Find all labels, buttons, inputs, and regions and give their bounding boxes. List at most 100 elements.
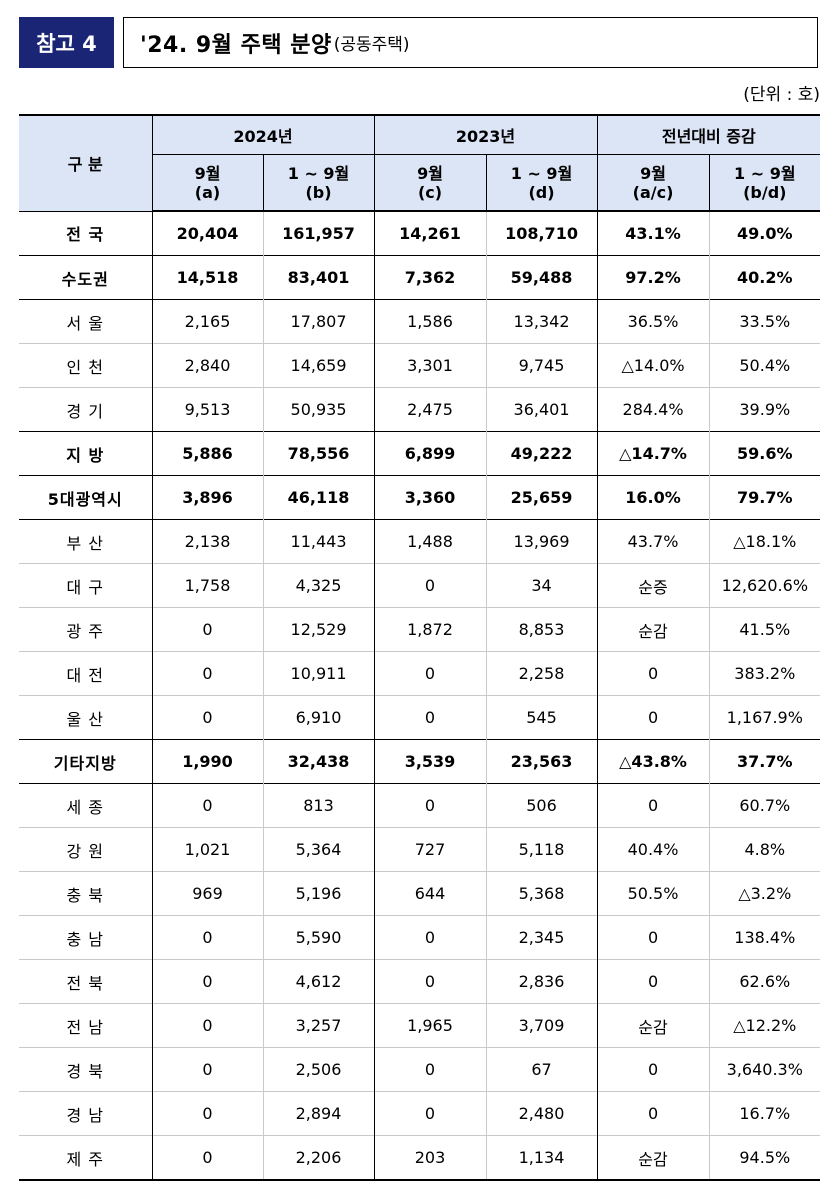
table-cell: 43.1% <box>596 211 710 256</box>
column-header: 1 ~ 9월 (b/d) <box>708 154 821 212</box>
table-cell: 79.7% <box>708 475 821 520</box>
table-cell: 7,362 <box>373 255 487 300</box>
table-cell: 2,840 <box>151 343 263 388</box>
table-cell: 0 <box>373 651 487 696</box>
region-name: 경 기 <box>19 387 152 432</box>
table-cell: 0 <box>596 783 710 828</box>
region-name: 충 북 <box>19 871 152 916</box>
table-cell: 3,709 <box>485 1003 598 1048</box>
table-cell: 1,488 <box>373 519 487 564</box>
table-row: 강 원 1,021 5,364 727 5,118 40.4% 4.8% <box>19 827 821 872</box>
table-cell: 39.9% <box>708 387 821 432</box>
table-cell: 1,965 <box>373 1003 487 1048</box>
table-cell: 40.4% <box>596 827 710 872</box>
table-row: 충 북 969 5,196 644 5,368 50.5% △3.2% <box>19 871 821 916</box>
table-cell: 2,258 <box>485 651 598 696</box>
region-name: 강 원 <box>19 827 152 872</box>
table-cell: 2,206 <box>262 1135 375 1180</box>
housing-sales-table: 구 분 2024년 2023년 전년대비 증감 9월 (a) 1 ~ 9월 (b) 9월… <box>19 114 821 1181</box>
table-cell: 14,518 <box>151 255 263 300</box>
table-row: 5대광역시 3,896 46,118 3,360 25,659 16.0% 79.7% <box>19 475 821 520</box>
table-cell: 8,853 <box>485 607 598 652</box>
table-cell: 순증 <box>596 563 710 608</box>
table-cell: △14.0% <box>596 343 710 388</box>
column-header-label: 9월 <box>194 163 221 183</box>
table-cell: 0 <box>151 1047 263 1092</box>
column-header-code: (a) <box>194 182 221 202</box>
table-cell: 41.5% <box>708 607 821 652</box>
table-cell: 2,836 <box>485 959 598 1004</box>
table-row: 세 종 0 813 0 506 0 60.7% <box>19 783 821 828</box>
table-row: 서 울 2,165 17,807 1,586 13,342 36.5% 33.5% <box>19 299 821 344</box>
table-cell: 4,325 <box>262 563 375 608</box>
group-header-2024: 2024년 <box>151 115 375 155</box>
region-name: 기타지방 <box>19 739 152 784</box>
table-cell: 23,563 <box>485 739 598 784</box>
unit-label: (단위 : 호) <box>743 85 820 105</box>
page-subtitle: (공동주택) <box>333 35 410 55</box>
region-name: 대 구 <box>19 563 152 608</box>
reference-badge: 참고 4 <box>19 17 114 68</box>
column-header-label: 1 ~ 9월 <box>510 163 573 183</box>
table-cell: 506 <box>485 783 598 828</box>
region-name: 울 산 <box>19 695 152 740</box>
column-header-code: (d) <box>528 182 555 202</box>
table-cell: 5,118 <box>485 827 598 872</box>
table-cell: 6,910 <box>262 695 375 740</box>
table-cell: 0 <box>596 1047 710 1092</box>
table-cell: 순감 <box>596 607 710 652</box>
table-cell: 6,899 <box>373 431 487 476</box>
table-cell: 1,990 <box>151 739 263 784</box>
table-cell: 0 <box>373 783 487 828</box>
table-cell: 3,360 <box>373 475 487 520</box>
table-row: 부 산 2,138 11,443 1,488 13,969 43.7% △18.1% <box>19 519 821 564</box>
table-cell: 138.4% <box>708 915 821 960</box>
table-cell: 49,222 <box>485 431 598 476</box>
table-row: 기타지방 1,990 32,438 3,539 23,563 △43.8% 37.7% <box>19 739 821 784</box>
column-header-label: 1 ~ 9월 <box>734 163 796 183</box>
column-header: 9월 (a) <box>151 154 263 212</box>
table-cell: 4,612 <box>262 959 375 1004</box>
table-cell: 59,488 <box>485 255 598 300</box>
column-header-label: 9월 <box>640 163 666 183</box>
table-cell: 25,659 <box>485 475 598 520</box>
table-cell: 37.7% <box>708 739 821 784</box>
table-cell: 969 <box>151 871 263 916</box>
table-cell: 0 <box>596 651 710 696</box>
table-cell: 5,364 <box>262 827 375 872</box>
table-cell: 16.7% <box>708 1091 821 1136</box>
table-cell: 1,586 <box>373 299 487 344</box>
table-cell: 0 <box>151 1135 263 1180</box>
table-row: 대 구 1,758 4,325 0 34 순증 12,620.6% <box>19 563 821 608</box>
table-cell: 2,165 <box>151 299 263 344</box>
table-cell: 3,640.3% <box>708 1047 821 1092</box>
table-cell: 2,138 <box>151 519 263 564</box>
region-name: 인 천 <box>19 343 152 388</box>
region-name: 경 북 <box>19 1047 152 1092</box>
table-cell: 0 <box>151 607 263 652</box>
table-cell: 순감 <box>596 1003 710 1048</box>
table-cell: 60.7% <box>708 783 821 828</box>
table-cell: 17,807 <box>262 299 375 344</box>
table-cell: 32,438 <box>262 739 375 784</box>
table-cell: 1,167.9% <box>708 695 821 740</box>
table-cell: 0 <box>596 1091 710 1136</box>
table-cell: 62.6% <box>708 959 821 1004</box>
table-cell: 0 <box>151 783 263 828</box>
table-cell: 0 <box>596 695 710 740</box>
table-cell: 1,872 <box>373 607 487 652</box>
table-cell: 284.4% <box>596 387 710 432</box>
table-cell: 4.8% <box>708 827 821 872</box>
column-header-code: (b) <box>305 182 332 202</box>
region-name: 부 산 <box>19 519 152 564</box>
group-header-change: 전년대비 증감 <box>596 115 821 155</box>
table-row: 전 국 20,404 161,957 14,261 108,710 43.1% 49.0% <box>19 211 821 256</box>
region-name: 제 주 <box>19 1135 152 1180</box>
table-cell: 12,620.6% <box>708 563 821 608</box>
title-box: '24. 9월 주택 분양 (공동주택) <box>123 17 818 68</box>
table-cell: 0 <box>373 1091 487 1136</box>
table-cell: 5,368 <box>485 871 598 916</box>
column-header-code: (a/c) <box>632 182 674 202</box>
table-row: 경 기 9,513 50,935 2,475 36,401 284.4% 39.9% <box>19 387 821 432</box>
table-cell: 0 <box>151 959 263 1004</box>
